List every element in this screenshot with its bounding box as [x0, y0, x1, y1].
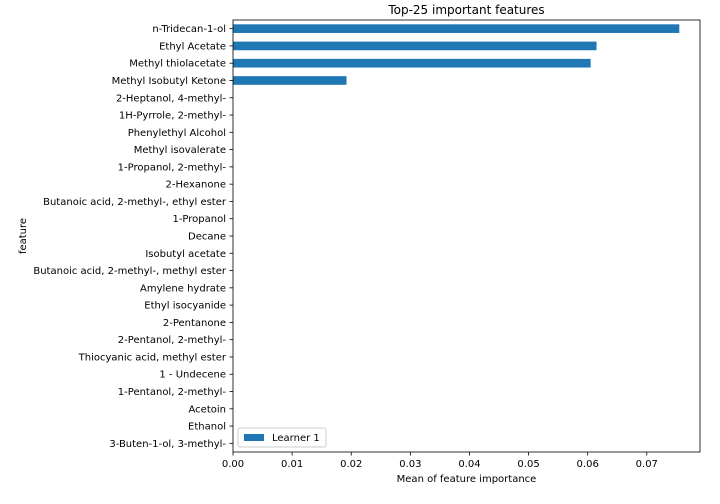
y-tick-label: Butanoic acid, 2-methyl-, methyl ester	[33, 266, 227, 277]
x-tick-label: 0.06	[577, 459, 599, 470]
y-tick-label: 1-Pentanol, 2-methyl-	[118, 387, 227, 398]
y-tick-label: Thiocyanic acid, methyl ester	[78, 352, 227, 363]
x-tick-label: 0.01	[281, 459, 303, 470]
legend-swatch	[244, 434, 264, 441]
x-axis-ticks: 0.00 0.01 0.02 0.03 0.04 0.05 0.06 0.07	[222, 452, 658, 470]
y-tick-label: Acetoin	[189, 404, 226, 415]
bar	[233, 76, 347, 85]
x-axis-label: Mean of feature importance	[397, 474, 537, 485]
y-tick-label: 2-Pentanol, 2-methyl-	[118, 335, 227, 346]
y-tick-label: 2-Hexanone	[166, 180, 226, 191]
plot-frame	[232, 19, 701, 453]
y-tick-label: 1H-Pyrrole, 2-methyl-	[119, 111, 226, 122]
y-tick-label: Ethyl isocyanide	[144, 301, 226, 312]
y-tick-label: Methyl Isobutyl Ketone	[112, 76, 226, 87]
x-tick-label: 0.05	[517, 459, 539, 470]
legend-box	[237, 427, 327, 448]
legend-label: Learner 1	[272, 433, 320, 444]
y-tick-label: Ethyl Acetate	[159, 41, 226, 52]
y-tick-label: 1-Propanol, 2-methyl-	[118, 162, 227, 173]
y-axis-ticks: n-Tridecan-1-ol Ethyl Acetate Methyl thiol…	[33, 24, 233, 450]
bar	[233, 41, 597, 51]
bar	[233, 58, 591, 68]
y-tick-label: Methyl thiolacetate	[129, 59, 226, 70]
x-tick-label: 0.07	[636, 459, 658, 470]
chart-title: Top-25 important features	[387, 3, 544, 17]
y-tick-label: Methyl isovalerate	[134, 145, 226, 156]
y-tick-label: 3-Buten-1-ol, 3-methyl-	[109, 439, 226, 450]
x-tick-label: 0.02	[340, 459, 362, 470]
y-tick-label: Amylene hydrate	[140, 283, 226, 294]
y-tick-label: Butanoic acid, 2-methyl-, ethyl ester	[43, 197, 227, 208]
y-tick-label: 1-Propanol	[172, 214, 226, 225]
x-tick-label: 0.03	[399, 459, 421, 470]
y-axis-label: feature	[18, 218, 29, 254]
y-tick-label: Phenylethyl Alcohol	[128, 128, 226, 139]
y-tick-label: Decane	[188, 232, 226, 243]
x-tick-label: 0.04	[458, 459, 480, 470]
y-tick-label: 2-Heptanol, 4-methyl-	[116, 93, 226, 104]
x-tick-label: 0.00	[222, 459, 244, 470]
y-tick-label: Ethanol	[188, 422, 226, 433]
y-tick-label: 2-Pentanone	[163, 318, 226, 329]
y-tick-label: Isobutyl acetate	[145, 249, 226, 260]
y-tick-label: 1 - Undecene	[159, 370, 226, 381]
legend: Learner 1	[237, 427, 327, 448]
y-tick-label: n-Tridecan-1-ol	[152, 24, 226, 35]
bar	[233, 24, 680, 33]
bars-group	[233, 24, 680, 85]
